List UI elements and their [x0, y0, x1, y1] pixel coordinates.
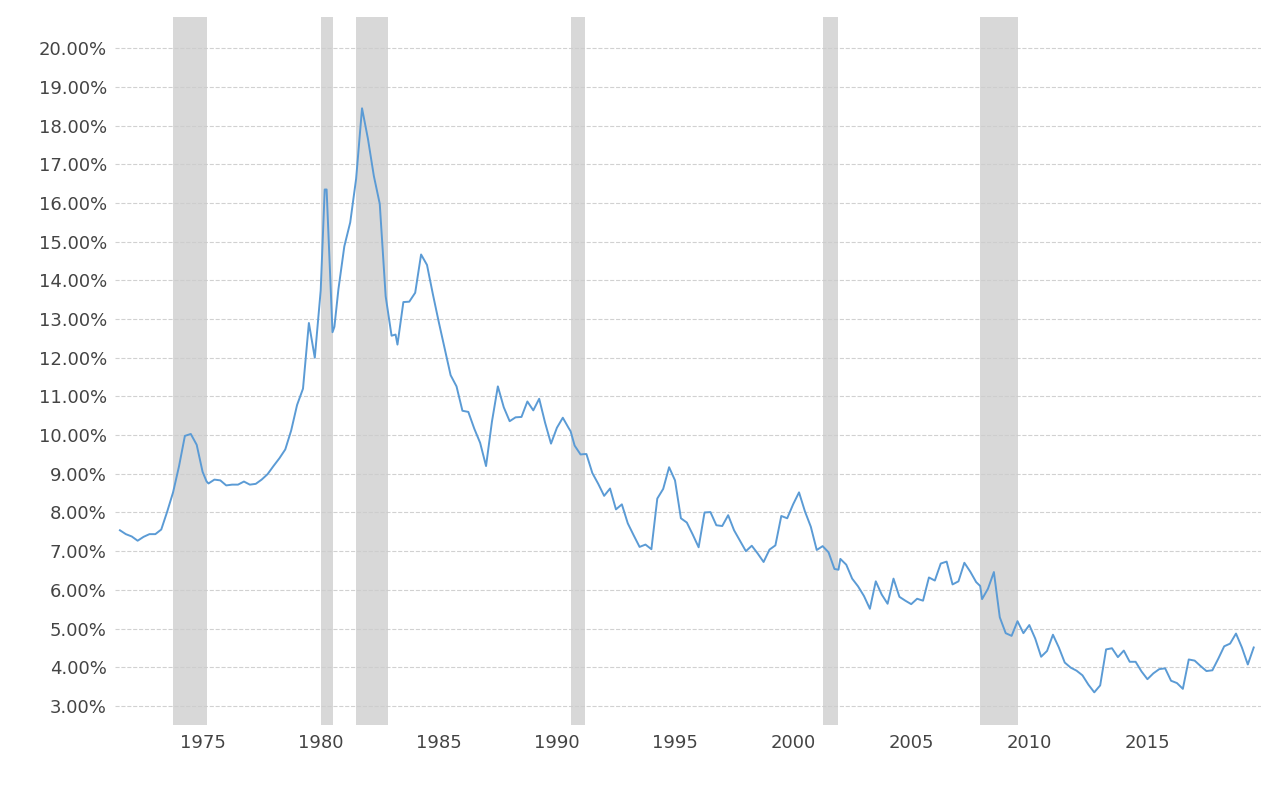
- Bar: [571, 17, 585, 725]
- Bar: [356, 17, 388, 725]
- Bar: [173, 17, 206, 725]
- Bar: [321, 17, 333, 725]
- Bar: [980, 17, 1018, 725]
- Bar: [823, 17, 838, 725]
